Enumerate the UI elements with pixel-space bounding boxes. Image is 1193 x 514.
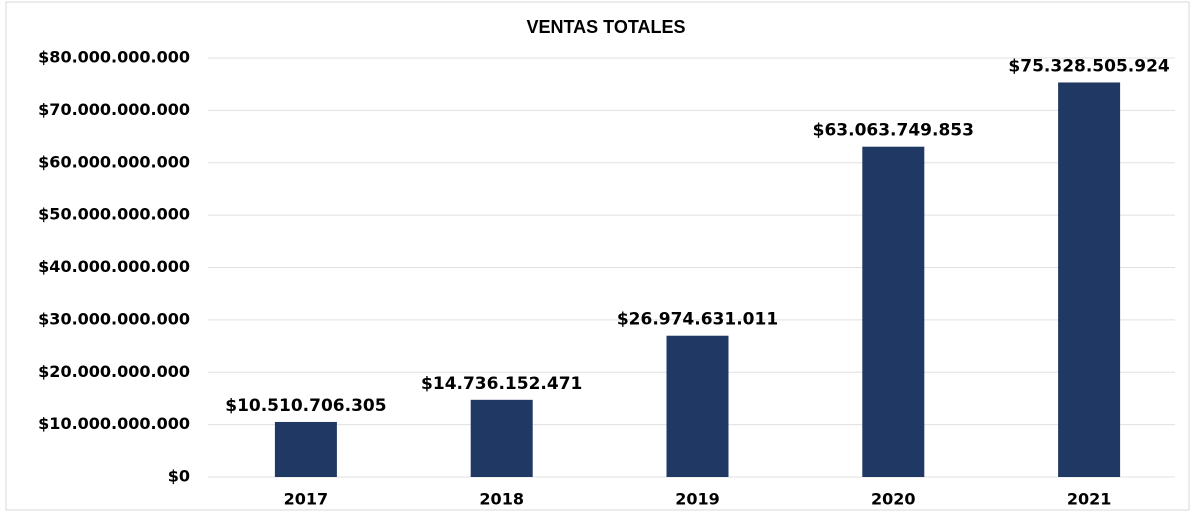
y-tick-label: $30.000.000.000 xyxy=(38,309,190,328)
y-tick-label: $0 xyxy=(168,467,190,486)
value-label: $75.328.505.924 xyxy=(1008,56,1169,76)
value-label: $14.736.152.471 xyxy=(421,374,582,394)
value-label: $10.510.706.305 xyxy=(225,396,386,416)
y-tick-label: $70.000.000.000 xyxy=(38,100,190,119)
bar xyxy=(1058,82,1121,477)
chart-border xyxy=(5,1,1190,511)
bar xyxy=(862,146,925,477)
x-tick-label: 2020 xyxy=(871,490,916,509)
y-tick-label: $60.000.000.000 xyxy=(38,152,190,171)
y-tick-label: $20.000.000.000 xyxy=(38,362,190,381)
value-label: $63.063.749.853 xyxy=(813,121,974,141)
y-tick-label: $10.000.000.000 xyxy=(38,414,190,433)
y-tick-label: $50.000.000.000 xyxy=(38,205,190,224)
x-tick-label: 2017 xyxy=(284,490,329,509)
y-tick-label: $80.000.000.000 xyxy=(38,48,190,67)
y-tick-label: $40.000.000.000 xyxy=(38,257,190,276)
x-tick-label: 2018 xyxy=(479,490,524,509)
x-tick-label: 2021 xyxy=(1067,490,1112,509)
value-label: $26.974.631.011 xyxy=(617,310,778,330)
chart-title: VENTAS TOTALES xyxy=(526,17,685,37)
bar xyxy=(274,421,337,477)
bar xyxy=(666,335,729,477)
x-tick-label: 2019 xyxy=(675,490,720,509)
bar xyxy=(470,399,533,477)
